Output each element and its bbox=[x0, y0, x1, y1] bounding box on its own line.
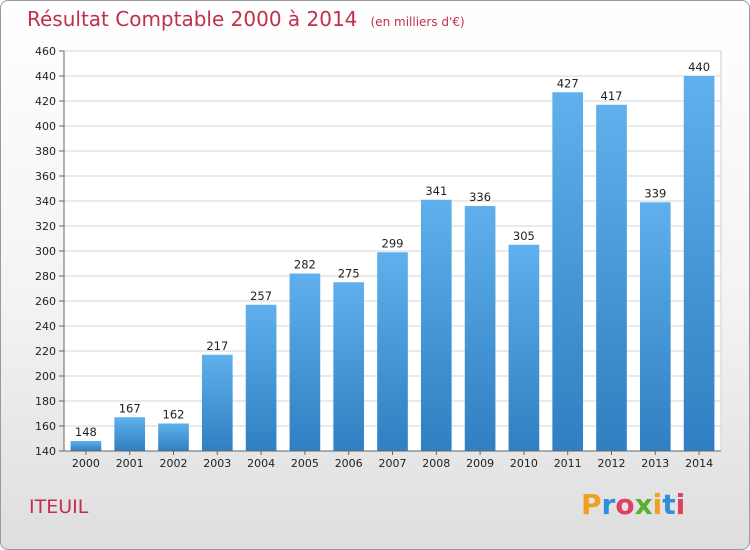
bar bbox=[201, 354, 233, 451]
y-tick-label: 200 bbox=[35, 370, 56, 383]
data-label: 162 bbox=[163, 408, 185, 422]
bar bbox=[333, 282, 365, 451]
logo-letter: i bbox=[675, 488, 686, 521]
y-tick-label: 140 bbox=[35, 445, 56, 458]
y-tick-label: 180 bbox=[35, 395, 56, 408]
data-label: 336 bbox=[469, 190, 491, 204]
bar bbox=[245, 304, 277, 451]
data-label: 341 bbox=[425, 184, 447, 198]
y-tick-label: 360 bbox=[35, 170, 56, 183]
y-tick-label: 440 bbox=[35, 70, 56, 83]
x-tick-label: 2008 bbox=[422, 457, 450, 470]
x-tick-label: 2013 bbox=[641, 457, 669, 470]
x-tick-label: 2014 bbox=[685, 457, 713, 470]
bar bbox=[639, 202, 671, 451]
bar bbox=[552, 92, 584, 451]
data-label: 440 bbox=[688, 60, 710, 74]
logo-letter: t bbox=[662, 488, 676, 521]
data-label: 305 bbox=[513, 229, 535, 243]
data-label: 299 bbox=[382, 236, 404, 250]
x-tick-label: 2011 bbox=[554, 457, 582, 470]
title-row: Résultat Comptable 2000 à 2014 (en milli… bbox=[27, 7, 465, 31]
bar bbox=[289, 273, 321, 451]
data-label: 217 bbox=[206, 339, 228, 353]
bar bbox=[420, 199, 452, 451]
logo-letter: P bbox=[581, 488, 602, 521]
data-label: 257 bbox=[250, 289, 272, 303]
x-tick-label: 2005 bbox=[291, 457, 319, 470]
data-label: 339 bbox=[644, 186, 666, 200]
bar bbox=[683, 76, 715, 451]
data-label: 275 bbox=[338, 266, 360, 280]
chart-subtitle: (en milliers d'€) bbox=[370, 15, 465, 29]
x-tick-label: 2007 bbox=[379, 457, 407, 470]
y-tick-label: 460 bbox=[35, 45, 56, 58]
y-tick-label: 300 bbox=[35, 245, 56, 258]
data-label: 417 bbox=[601, 89, 623, 103]
y-axis: 140 160 180 200 220 240 260 280 300 320 340 360 380 4… bbox=[35, 45, 65, 458]
x-tick-label: 2002 bbox=[160, 457, 188, 470]
x-tick-label: 2003 bbox=[203, 457, 231, 470]
data-label: 167 bbox=[119, 401, 141, 415]
y-tick-label: 160 bbox=[35, 420, 56, 433]
chart-title: Résultat Comptable 2000 à 2014 bbox=[27, 7, 358, 31]
data-label: 148 bbox=[75, 425, 97, 439]
y-tick-label: 340 bbox=[35, 195, 56, 208]
logo-letter: x bbox=[634, 488, 653, 521]
logo-letter: i bbox=[652, 488, 663, 521]
y-tick-label: 280 bbox=[35, 270, 56, 283]
bar bbox=[596, 104, 627, 451]
y-tick-label: 380 bbox=[35, 145, 56, 158]
x-tick-label: 2001 bbox=[116, 457, 144, 470]
data-label: 282 bbox=[294, 258, 316, 272]
y-tick-label: 240 bbox=[35, 320, 56, 333]
x-axis: 2000 2001 2002 2003 2004 2005 2006 2007 2008 2009… bbox=[64, 450, 721, 470]
bar bbox=[508, 244, 540, 451]
bar bbox=[158, 423, 189, 451]
logo-letter: o bbox=[615, 488, 635, 521]
x-tick-label: 2009 bbox=[466, 457, 494, 470]
y-tick-label: 220 bbox=[35, 345, 56, 358]
y-tick-label: 400 bbox=[35, 120, 56, 133]
x-tick-label: 2000 bbox=[72, 457, 100, 470]
bar bbox=[377, 252, 408, 451]
y-tick-label: 320 bbox=[35, 220, 56, 233]
proxiti-logo: Proxiti bbox=[581, 488, 685, 521]
place-name: ITEUIL bbox=[29, 496, 89, 518]
data-label: 427 bbox=[557, 76, 579, 90]
x-tick-label: 2006 bbox=[335, 457, 363, 470]
bar bbox=[114, 417, 146, 451]
bars: 148 167 162 217 257 282 275 299 341 336 305 427 417 3… bbox=[70, 60, 715, 451]
y-tick-label: 260 bbox=[35, 295, 56, 308]
x-tick-label: 2012 bbox=[598, 457, 626, 470]
bar bbox=[464, 206, 496, 451]
x-tick-label: 2004 bbox=[247, 457, 275, 470]
y-tick-label: 420 bbox=[35, 95, 56, 108]
logo-letter: r bbox=[601, 488, 616, 521]
bar bbox=[70, 441, 102, 451]
x-tick-label: 2010 bbox=[510, 457, 538, 470]
